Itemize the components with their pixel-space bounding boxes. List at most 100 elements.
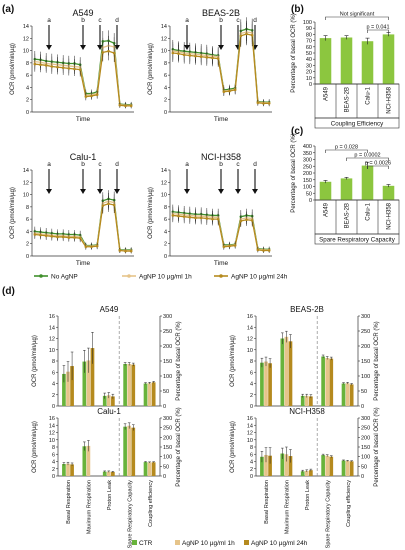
data-point (95, 93, 99, 97)
category-label: NCI-H358 (387, 202, 393, 229)
category-label: A549 (324, 86, 330, 101)
y-axis-label: OCR (pmol/min/µg) (10, 187, 16, 239)
bar (345, 383, 350, 406)
category-label: BEAS-2B (345, 203, 351, 228)
data-point (56, 65, 59, 69)
y-tick-label: 90 (306, 26, 312, 32)
bar (349, 461, 354, 476)
bar (345, 460, 350, 476)
bar (300, 395, 305, 406)
chart-title: A549 (100, 305, 119, 314)
category-label: BEAS-2B (345, 87, 351, 112)
bar (321, 455, 325, 476)
y-tick-label: 20 (306, 70, 312, 76)
category-label: Calu-1 (366, 86, 372, 104)
bar (90, 348, 95, 406)
respiration-parameters-beas-2b: BEAS-2B 0 2 4 6 8 10 12 14 16 0 50 100 150 200 250 300 OC… (230, 305, 380, 410)
y2-axis-label: Percentage of basal OCR (%) (176, 321, 182, 400)
y-tick-label: 8 (250, 359, 253, 365)
y-tick-label: 0 (52, 404, 55, 410)
bar (260, 456, 264, 476)
data-point (61, 66, 65, 70)
bar (280, 338, 285, 406)
category-label: Coupling efficiency (148, 480, 154, 527)
bar (86, 445, 91, 476)
chart-title: Calu-1 (97, 407, 121, 416)
series-line (172, 214, 270, 252)
y2-tick-label: 200 (361, 435, 370, 441)
y-tick-label: 300 (303, 158, 312, 164)
y-tick-label: 2 (250, 467, 253, 473)
y-tick-label: 10 (23, 193, 29, 199)
y-tick-label: 10 (23, 49, 29, 55)
data-point (228, 89, 231, 93)
data-point (101, 51, 105, 54)
chart-title: NCI-H358 (289, 407, 325, 416)
y-tick-label: 12 (49, 337, 55, 343)
y2-tick-label: 200 (163, 435, 172, 441)
data-point (239, 219, 243, 223)
category-label: Coupling efficiency (346, 480, 352, 527)
y-tick-label: 200 (303, 171, 312, 177)
x-axis-label: Time (76, 260, 91, 267)
injection-label: d (115, 161, 119, 168)
y-tick-label: 0 (26, 254, 29, 260)
y2-tick-label: 100 (361, 455, 370, 461)
data-point (256, 101, 260, 105)
y-tick-label: 12 (161, 36, 167, 42)
y-tick-label: 4 (26, 229, 29, 235)
injection-arrow-head (235, 189, 241, 194)
y2-tick-label: 100 (163, 374, 172, 380)
y-tick-label: 8 (164, 61, 167, 67)
injection-label: b (81, 161, 85, 168)
y-tick-label: 4 (52, 460, 55, 466)
legend-swatch (132, 540, 137, 545)
y-tick-label: 14 (49, 325, 55, 331)
data-point (262, 249, 265, 252)
y-tick-label: 400 (303, 144, 312, 150)
category-label: Maximum Respiration (285, 480, 291, 534)
bar (70, 366, 74, 406)
y-tick-label: 10 (306, 76, 312, 82)
y-tick-label: 14 (247, 325, 253, 331)
injection-label: b (219, 17, 223, 24)
data-point (33, 233, 37, 236)
data-point (90, 94, 93, 98)
data-point (194, 54, 197, 58)
data-point (171, 214, 175, 217)
y-tick-label: 4 (164, 85, 167, 91)
legend-marker (219, 274, 223, 278)
bar (340, 37, 353, 84)
bar (268, 455, 272, 476)
y-tick-label: 12 (23, 180, 29, 186)
bar (304, 470, 309, 476)
data-point (56, 235, 59, 239)
respiration-parameters-a549: A549 0 2 4 6 8 10 12 14 16 0 50 100 150 200 250 300 OCR (… (32, 305, 182, 410)
category-label: A549 (324, 202, 330, 217)
bar (143, 383, 148, 406)
y-tick-label: 100 (303, 185, 312, 191)
y2-tick-label: 300 (361, 314, 370, 320)
injection-label: c (98, 17, 102, 24)
y2-tick-label: 300 (163, 416, 172, 422)
data-point (177, 52, 180, 55)
data-point (107, 202, 110, 206)
data-point (194, 216, 197, 220)
y-tick-label: 0 (164, 110, 167, 116)
y-tick-label: 14 (23, 24, 29, 30)
y-tick-label: 8 (250, 445, 253, 451)
category-label: Maximum Respiration (87, 480, 93, 534)
data-point (267, 102, 271, 105)
category-label: Proton Leak (107, 480, 113, 510)
data-point (95, 244, 99, 248)
bar (325, 358, 330, 406)
data-point (228, 244, 231, 248)
y-tick-label: 10 (247, 348, 253, 354)
legend-marker (39, 274, 43, 278)
y-tick-label: 16 (247, 314, 253, 320)
y-tick-label: 6 (164, 217, 167, 223)
injection-arrow-head (218, 189, 224, 194)
y-tick-label: 6 (52, 452, 55, 458)
injection-label: c (98, 161, 102, 168)
